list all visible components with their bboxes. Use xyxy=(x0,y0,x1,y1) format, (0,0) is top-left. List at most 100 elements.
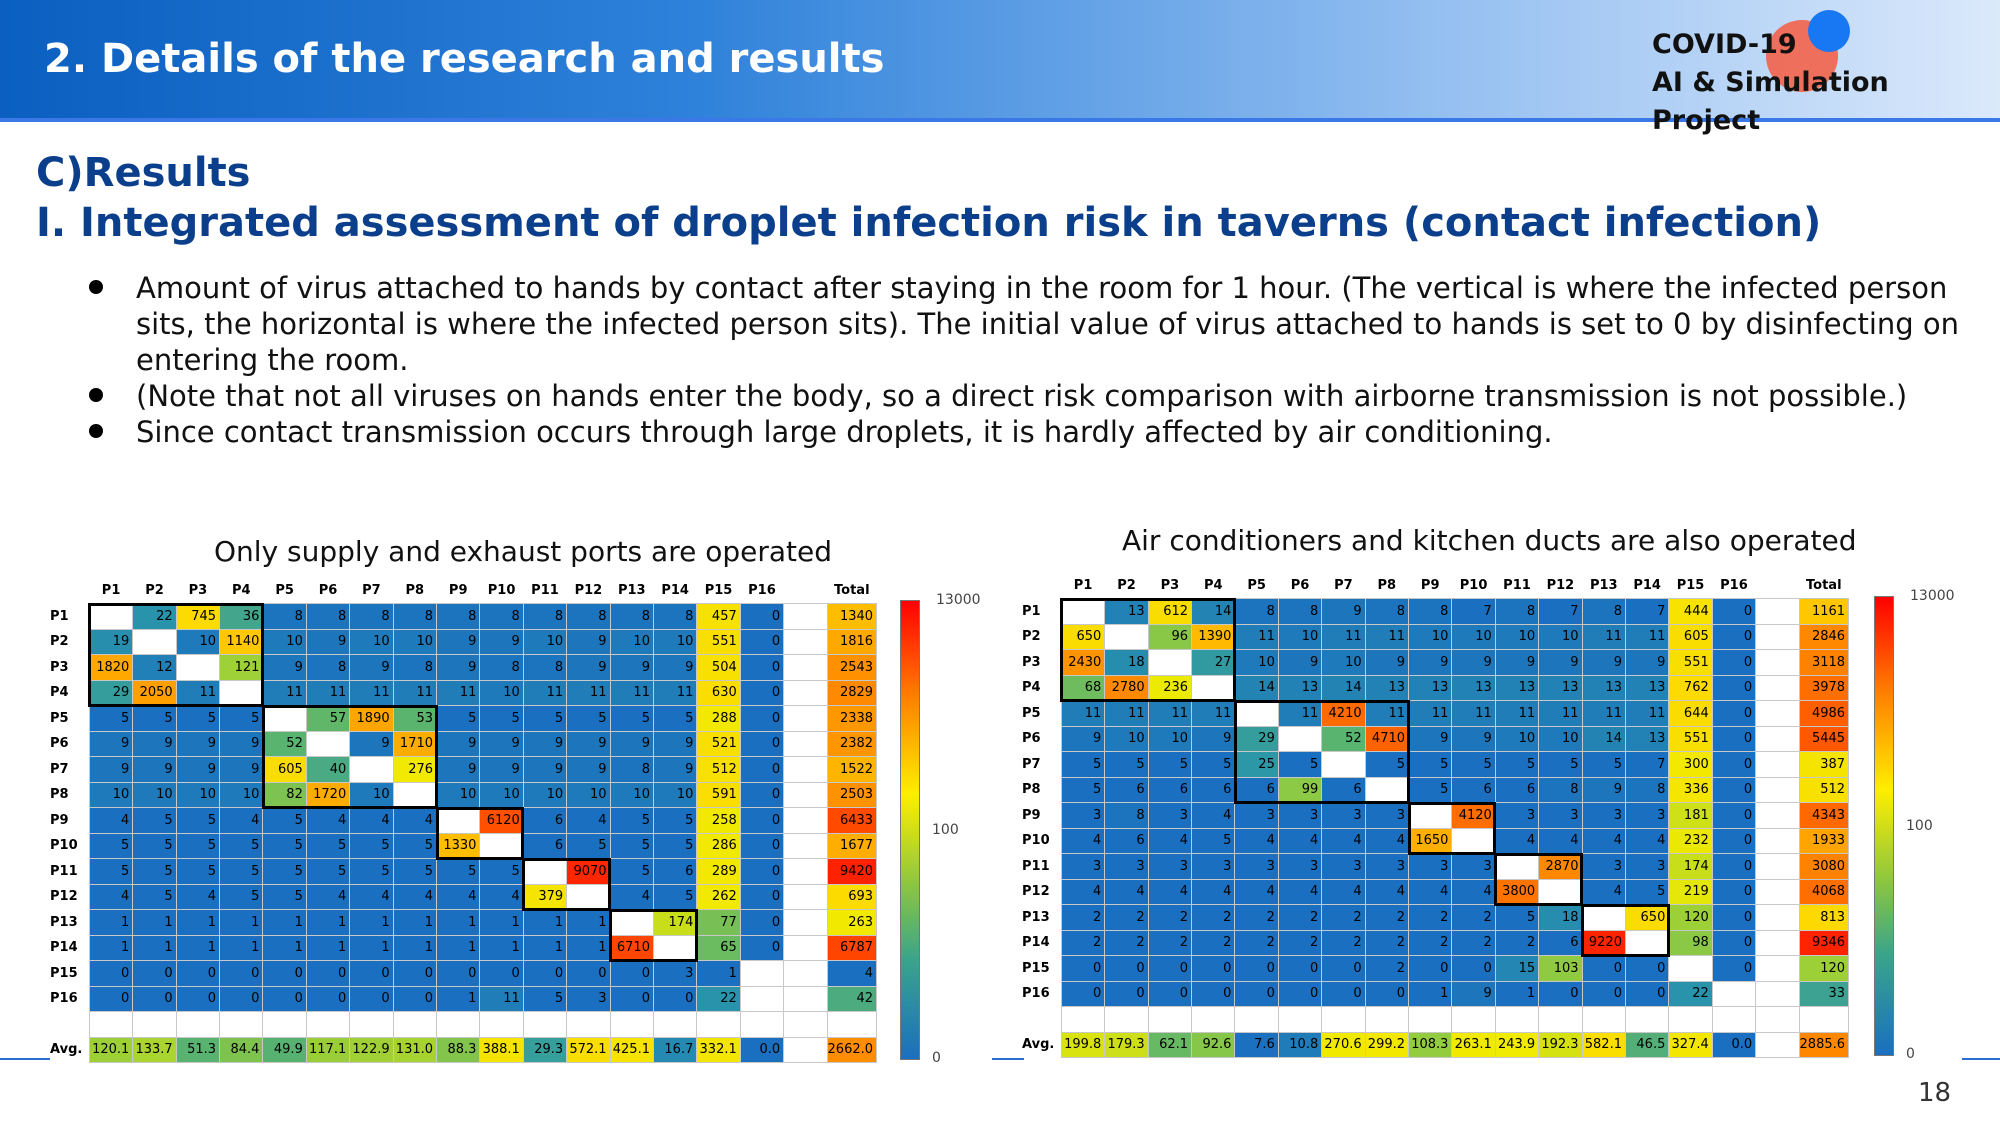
heatmap-cell: 8 xyxy=(1624,776,1670,803)
corner-cell xyxy=(46,578,90,604)
heatmap-cell: 0 xyxy=(1321,955,1366,982)
row-label: P15 xyxy=(1018,955,1062,981)
heatmap-cell: 4 xyxy=(88,883,134,910)
heatmap-cell: 8 xyxy=(566,603,611,630)
heatmap-cell: 6 xyxy=(1104,776,1149,803)
heatmap-cell: 29 xyxy=(88,679,134,706)
heatmap-cell: 4 xyxy=(1364,878,1410,905)
spacer-cell xyxy=(1755,573,1800,599)
heatmap-cell: 5 xyxy=(88,705,134,732)
heatmap-cell: 0 xyxy=(88,960,134,987)
heatmap-cell: 10 xyxy=(652,628,698,655)
heatmap-cell: 4 xyxy=(1191,802,1236,829)
spacer-cell xyxy=(1755,904,1800,931)
heatmap-row: P6 9 9 9 9 52 9 1710 9 9 9 9 9 9 521 0 2382 xyxy=(46,730,878,757)
heatmap-cell: 8 xyxy=(652,603,698,630)
heatmap-cell: 0 xyxy=(349,985,394,1012)
heatmap-cell: 9 xyxy=(349,654,394,681)
heatmap-cell: 10 xyxy=(522,781,568,808)
heatmap-cell: 0 xyxy=(1277,955,1323,982)
heatmap-cell: 8 xyxy=(479,603,524,630)
average-cell: 108.3 xyxy=(1408,1031,1453,1058)
heatmap-cell: 4 xyxy=(1147,878,1193,905)
heatmap-cell: 6 xyxy=(1494,776,1540,803)
spacer-cell xyxy=(783,654,828,681)
heatmap-row: P4 29 2050 11 11 11 11 11 11 10 11 11 11 11 630 0 2829 xyxy=(46,679,878,706)
heatmap-cell: 13 xyxy=(1277,674,1323,701)
heatmap-cell: 57 xyxy=(305,705,351,732)
heatmap-cell: 0 xyxy=(1711,700,1757,727)
heatmap-cell: 10 xyxy=(609,628,654,655)
heatmap-cell: 5 xyxy=(132,705,177,732)
heatmap-cell: 4 xyxy=(1060,827,1106,854)
heatmap-cell: 181 xyxy=(1668,802,1713,829)
heatmap-row: P7 9 9 9 9 605 40 276 9 9 9 9 8 9 512 0 1522 xyxy=(46,756,878,783)
heatmap-cell: 18 xyxy=(1104,649,1149,676)
heatmap-cell: 2 xyxy=(1191,904,1236,931)
heatmap-cell: 2870 xyxy=(1538,853,1583,880)
heatmap-cell: 10 xyxy=(175,781,221,808)
logo-blue-circle-icon xyxy=(1808,10,1850,52)
heatmap-cell: 174 xyxy=(652,909,698,936)
diagonal-cell xyxy=(1581,904,1626,931)
heatmap-cell: 1 xyxy=(262,934,307,961)
heatmap-cell: 4 xyxy=(305,807,351,834)
heatmap-cell: 5 xyxy=(479,705,524,732)
seat-group-outline xyxy=(1407,801,1497,855)
total-cell: 2338 xyxy=(826,705,878,732)
heatmap-cell: 6 xyxy=(1538,929,1583,956)
heatmap-cell: 1 xyxy=(1408,980,1453,1007)
heatmap-cell: 232 xyxy=(1668,827,1713,854)
heatmap-cell: 11 xyxy=(652,679,698,706)
heatmap-cell: 0 xyxy=(1538,980,1583,1007)
heatmap-cell: 4 xyxy=(1581,878,1626,905)
heatmap-cell: 8 xyxy=(436,603,481,630)
average-cell: 46.5 xyxy=(1624,1031,1670,1058)
heatmap-cell: 11 xyxy=(1494,700,1540,727)
column-header: P8 xyxy=(1365,573,1409,599)
heatmap-cell: 236 xyxy=(1147,674,1193,701)
heatmap-cell: 3 xyxy=(1624,853,1670,880)
heatmap-cell: 0 xyxy=(1711,802,1757,829)
row-label: P12 xyxy=(1018,879,1062,905)
gap-cell xyxy=(479,1011,524,1038)
heatmap-cell: 14 xyxy=(1321,674,1366,701)
heatmap-cell: 10 xyxy=(392,628,438,655)
heatmap-cell: 5 xyxy=(652,705,698,732)
heatmap-cell: 3 xyxy=(1321,802,1366,829)
gap-cell xyxy=(696,1011,741,1038)
heatmap-cell: 3800 xyxy=(1494,878,1540,905)
gap-cell xyxy=(219,1011,264,1038)
total-header: Total xyxy=(827,578,877,604)
heatmap-cell: 4 xyxy=(1104,878,1149,905)
seat-group-outline xyxy=(1581,903,1670,957)
heatmap-cell: 7 xyxy=(1624,751,1670,778)
heatmap-cell: 14 xyxy=(1581,725,1626,752)
heatmap-cell: 2 xyxy=(1104,929,1149,956)
gap-cell xyxy=(305,1011,351,1038)
heatmap-cell: 5 xyxy=(392,832,438,859)
row-label: P1 xyxy=(1018,598,1062,624)
row-label: P3 xyxy=(1018,649,1062,675)
heatmap-cell: 3 xyxy=(1104,853,1149,880)
heatmap-cell: 1 xyxy=(175,934,221,961)
chart-1-title: Only supply and exhaust ports are operat… xyxy=(214,535,833,568)
heatmap-cell: 1330 xyxy=(436,832,481,859)
gap-cell xyxy=(1668,1006,1713,1033)
heatmap-cell: 3 xyxy=(1494,802,1540,829)
heatmap-cell: 4 xyxy=(1364,827,1410,854)
seat-group-outline xyxy=(261,704,438,809)
average-cell: 117.1 xyxy=(305,1036,351,1063)
column-header: P10 xyxy=(1451,573,1496,599)
total-cell: 2846 xyxy=(1798,623,1850,650)
heatmap-cell: 512 xyxy=(696,756,741,783)
spacer-cell xyxy=(783,909,828,936)
heatmap-cell: 19 xyxy=(88,628,134,655)
heatmap-cell: 0 xyxy=(132,985,177,1012)
row-label: P4 xyxy=(1018,675,1062,701)
diagonal-cell xyxy=(1624,929,1670,956)
heatmap-cell: 8 xyxy=(479,654,524,681)
heatmap-cell: 6 xyxy=(522,807,568,834)
heatmap-cell: 5 xyxy=(1494,751,1540,778)
total-cell: 813 xyxy=(1798,904,1850,931)
